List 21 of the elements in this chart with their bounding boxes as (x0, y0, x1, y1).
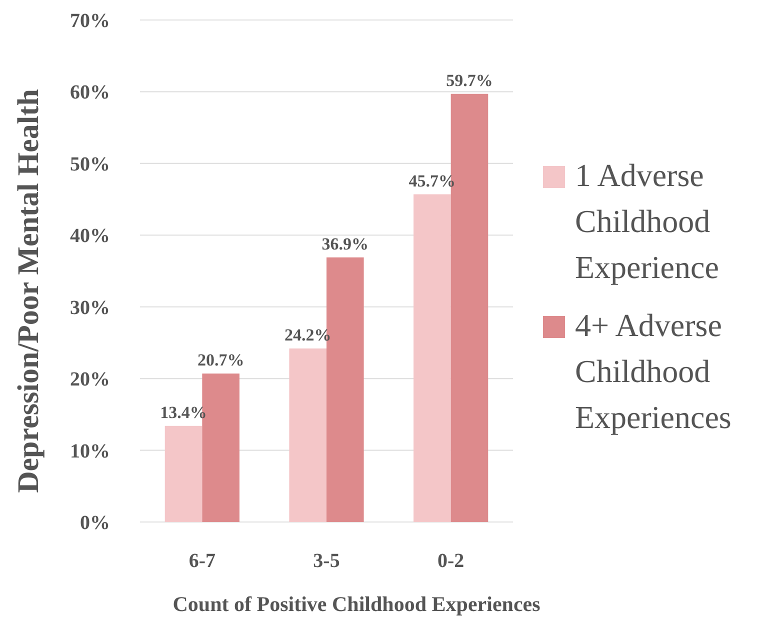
legend-label: 1 Adverse Childhood Experience (575, 157, 719, 285)
x-axis-title: Count of Positive Childhood Experiences (172, 592, 540, 616)
bar (289, 348, 326, 522)
y-tick-label: 50% (70, 153, 110, 176)
y-tick-label: 40% (70, 225, 110, 248)
y-tick-label: 30% (70, 296, 110, 319)
y-tick-label: 10% (70, 440, 110, 462)
legend-label: 4+ Adverse Childhood Experiences (575, 307, 732, 435)
x-tick-label: 0-2 (437, 550, 464, 572)
bar (414, 194, 451, 522)
bar (164, 426, 202, 522)
y-tick-label: 60% (70, 82, 110, 104)
data-label: 36.9% (322, 234, 369, 254)
x-tick-label: 6-7 (188, 550, 216, 572)
y-tick-label: 20% (70, 368, 110, 391)
data-label: 59.7% (446, 70, 493, 90)
x-tick-label: 3-5 (313, 550, 340, 572)
y-tick-label: 0% (80, 512, 110, 534)
y-tick-label: 70% (70, 10, 110, 32)
data-label: 20.7% (197, 350, 244, 370)
y-axis-title: Depression/Poor Mental Health (12, 88, 45, 493)
